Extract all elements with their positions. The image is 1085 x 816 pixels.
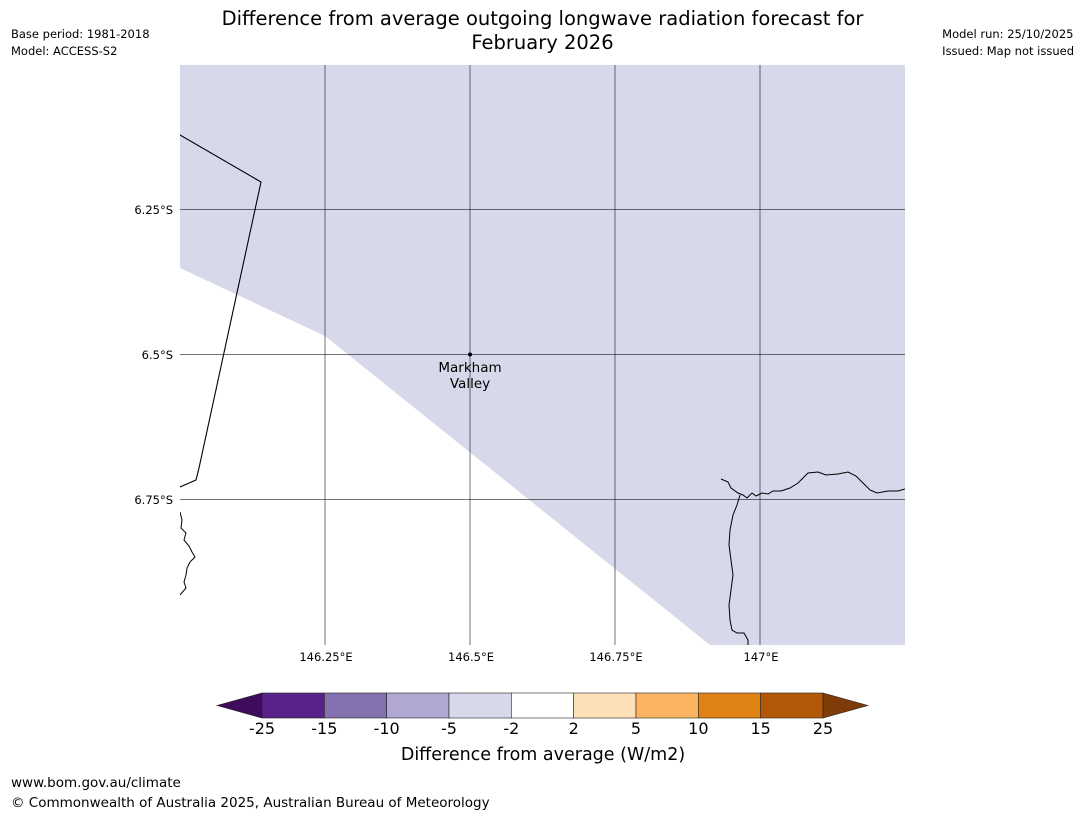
colorbar-segment xyxy=(386,692,450,719)
colorbar-segment xyxy=(635,692,699,719)
colorbar-segment xyxy=(573,692,637,719)
colorbar-segment xyxy=(448,692,512,719)
colorbar-tick-label: -15 xyxy=(311,719,338,738)
place-label-line1: Markham xyxy=(438,360,502,376)
map-title-line2: February 2026 xyxy=(471,31,614,54)
lon-label-146-25: 146.25°E xyxy=(299,650,353,664)
lat-label-6-75: 6.75°S xyxy=(134,492,173,507)
place-label-line2: Valley xyxy=(449,376,491,392)
lon-label-146-5: 146.5°E xyxy=(448,650,494,664)
model-run-text: Model run: 25/10/2025 xyxy=(942,27,1074,41)
colorbar-segment xyxy=(698,692,761,719)
lon-label-147: 147°E xyxy=(743,650,779,664)
coastline-west xyxy=(180,511,196,596)
colorbar-tick-label: -25 xyxy=(248,719,276,738)
colorbar-tick-label: 2 xyxy=(568,719,579,738)
colorbar-tick-label: 25 xyxy=(812,719,834,738)
colorbar-tick-label: 15 xyxy=(750,719,771,738)
graticule xyxy=(180,65,905,645)
colorbar-segment xyxy=(511,692,574,719)
coastline-river xyxy=(728,494,749,645)
border-line xyxy=(180,134,262,488)
colorbar-extend-low xyxy=(215,692,263,719)
issued-text: Issued: Map not issued xyxy=(942,44,1074,58)
colorbar-tick-label: -5 xyxy=(441,719,457,738)
coastline-east xyxy=(720,471,905,499)
footer-url: www.bom.gov.au/climate xyxy=(11,775,181,791)
map-title: Difference from average outgoing longwav… xyxy=(180,7,905,55)
base-period-text: Base period: 1981-2018 xyxy=(11,27,150,41)
map-title-line1: Difference from average outgoing longwav… xyxy=(221,7,864,30)
colorbar-tick-label: -2 xyxy=(503,719,520,738)
metadata-left: Base period: 1981-2018 Model: ACCESS-S2 xyxy=(11,26,150,60)
colorbar-title: Difference from average (W/m2) xyxy=(400,745,686,765)
model-text: Model: ACCESS-S2 xyxy=(11,44,118,58)
colorbar-segment xyxy=(760,692,824,719)
colorbar-tick-label: 5 xyxy=(630,719,642,738)
colorbar-segment xyxy=(324,692,387,719)
colorbar-segment xyxy=(261,692,325,719)
lon-label-146-75: 146.75°E xyxy=(589,650,643,664)
place-label: Markham Valley xyxy=(438,360,501,392)
lat-label-6-5: 6.5°S xyxy=(141,347,173,362)
metadata-right: Model run: 25/10/2025 Issued: Map not is… xyxy=(942,26,1074,60)
footer-copyright: © Commonwealth of Australia 2025, Austra… xyxy=(11,795,490,811)
colorbar-tick-label: 10 xyxy=(688,719,709,738)
lat-label-6-25: 6.25°S xyxy=(134,202,173,217)
colorbar-extend-high xyxy=(822,692,870,719)
colorbar-tick-label: -10 xyxy=(373,719,400,738)
markham-valley-marker xyxy=(468,352,472,357)
